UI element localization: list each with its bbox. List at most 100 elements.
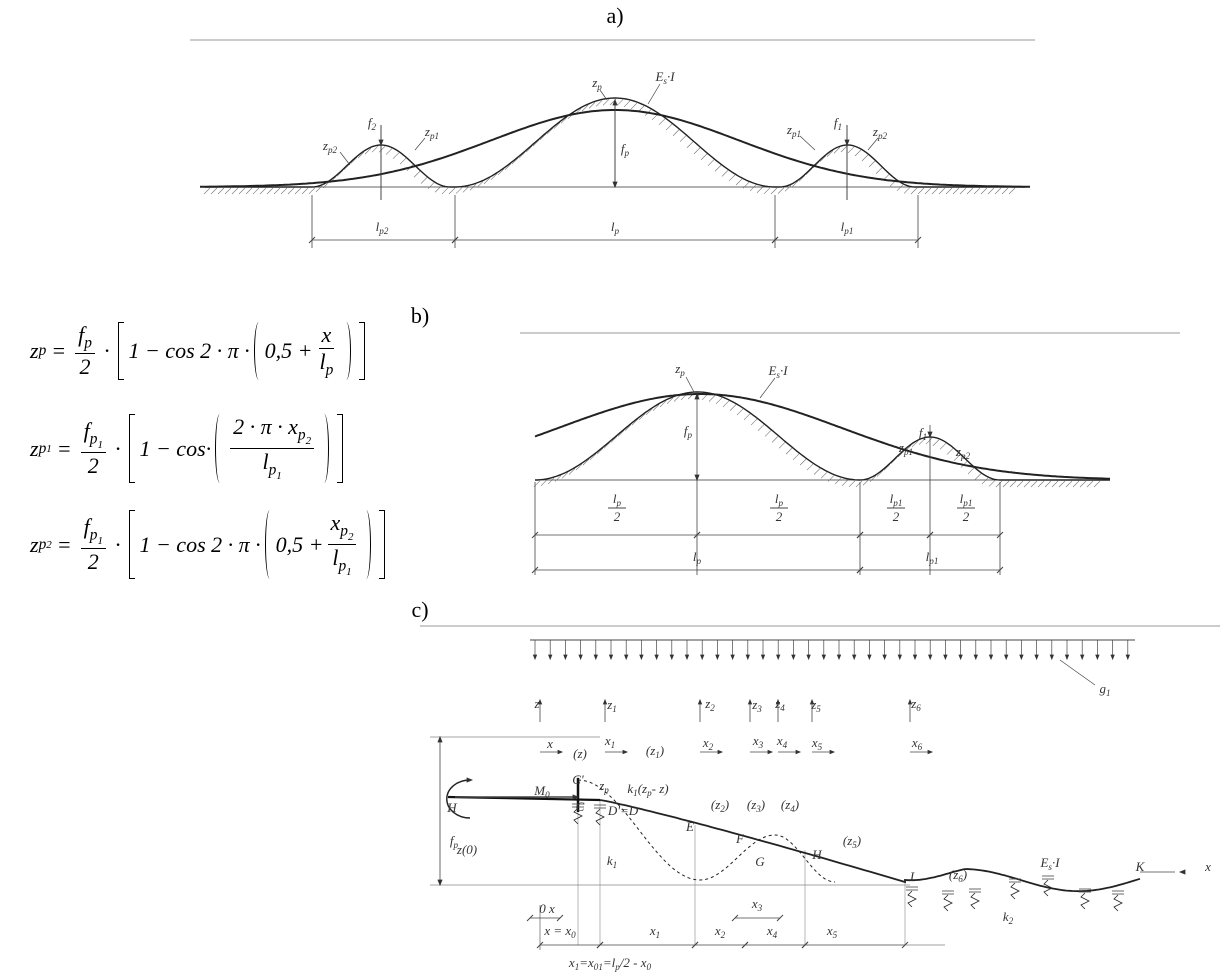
label: x5 xyxy=(811,735,823,752)
line xyxy=(805,168,813,175)
arrow-head xyxy=(1125,654,1130,661)
label: x2 xyxy=(702,735,714,752)
label-part: f xyxy=(450,833,456,848)
label-part: l xyxy=(841,219,845,234)
line xyxy=(778,442,786,449)
arrow-head xyxy=(378,139,384,147)
line xyxy=(603,442,611,449)
line xyxy=(1072,480,1080,488)
line xyxy=(301,187,309,195)
line xyxy=(378,146,386,153)
label-part: z xyxy=(898,440,904,455)
label: lp xyxy=(775,491,784,508)
label-part: 4 xyxy=(790,804,795,814)
line xyxy=(483,177,491,185)
label: lp xyxy=(693,549,702,566)
arrow-head xyxy=(776,654,781,661)
line xyxy=(819,155,827,162)
label-part: p xyxy=(624,148,630,158)
label: f1 xyxy=(919,425,927,442)
label-part: p2 xyxy=(960,451,971,461)
label-part: z xyxy=(533,696,539,711)
spring xyxy=(1080,892,1090,910)
label-part: 2 xyxy=(720,804,725,814)
label-part: E xyxy=(654,69,663,84)
line xyxy=(925,437,933,445)
label-part: p1 xyxy=(962,498,972,508)
txt: x xyxy=(321,322,332,347)
arrow-head xyxy=(1064,654,1070,661)
label: lp xyxy=(613,491,622,508)
frac: xp2 lp1 xyxy=(327,510,357,579)
line xyxy=(799,458,807,466)
arrow-head xyxy=(958,654,963,661)
arrow-head xyxy=(694,392,700,400)
line xyxy=(777,187,785,194)
line xyxy=(531,531,539,539)
line xyxy=(840,145,848,153)
label: x xyxy=(546,736,553,751)
label-part: l xyxy=(693,549,697,564)
label-part: p xyxy=(646,788,652,798)
line xyxy=(918,438,926,445)
label-part: E xyxy=(1039,855,1048,870)
line xyxy=(336,170,344,177)
line xyxy=(980,187,988,195)
label-part: (z xyxy=(747,797,756,812)
label-part: (z xyxy=(949,867,958,882)
label-part: p xyxy=(453,840,459,850)
label: (z3) xyxy=(747,797,765,814)
label-part: 6 xyxy=(916,703,921,713)
label: M0 xyxy=(533,783,550,800)
row: · xyxy=(115,532,121,558)
line xyxy=(658,118,666,125)
arrow-head xyxy=(532,654,538,661)
line xyxy=(560,117,568,124)
label: Es·I xyxy=(767,363,788,380)
s: p xyxy=(89,526,98,544)
top: x xyxy=(318,322,335,350)
label: x4 xyxy=(776,733,788,750)
line xyxy=(685,376,695,393)
arrow-head xyxy=(867,654,872,661)
line xyxy=(847,146,855,154)
line xyxy=(371,145,379,153)
label-part: =x xyxy=(579,955,594,970)
label: (z1) xyxy=(646,743,664,760)
line xyxy=(924,187,932,195)
label-part: x xyxy=(568,955,575,970)
s: p xyxy=(338,557,347,575)
bot: lp xyxy=(317,349,337,380)
arrow-head xyxy=(624,654,629,661)
label: D'=D xyxy=(607,803,639,818)
label-part: x xyxy=(752,733,759,748)
top: xp2 xyxy=(327,510,357,546)
arrow-head xyxy=(1004,654,1009,661)
txt: l xyxy=(332,545,339,571)
s: p xyxy=(340,522,348,540)
line xyxy=(343,163,351,170)
label-part: p2 xyxy=(327,145,338,155)
ss: 1 xyxy=(346,565,352,578)
line xyxy=(287,187,295,195)
line xyxy=(589,453,597,461)
line xyxy=(914,236,922,244)
label: lp1 xyxy=(926,549,939,566)
line xyxy=(647,83,661,105)
txt: 1 − cos· xyxy=(139,435,212,461)
row: 0,5 + xyxy=(276,532,324,558)
line xyxy=(1093,480,1101,488)
label: H xyxy=(811,847,822,862)
row: 0,5 + x lp xyxy=(265,322,341,380)
br xyxy=(379,510,386,580)
label-part: l xyxy=(890,491,894,506)
label: F xyxy=(735,831,745,846)
label-part: G xyxy=(755,854,765,869)
grp sq: 1 − cos· 2 · π · xp2 lp1 xyxy=(129,414,344,484)
line xyxy=(679,135,687,142)
panel-tag: a) xyxy=(606,3,623,28)
label-part: x xyxy=(911,735,918,750)
label-part: 4 xyxy=(783,740,788,750)
line xyxy=(771,436,779,443)
line xyxy=(938,187,946,195)
